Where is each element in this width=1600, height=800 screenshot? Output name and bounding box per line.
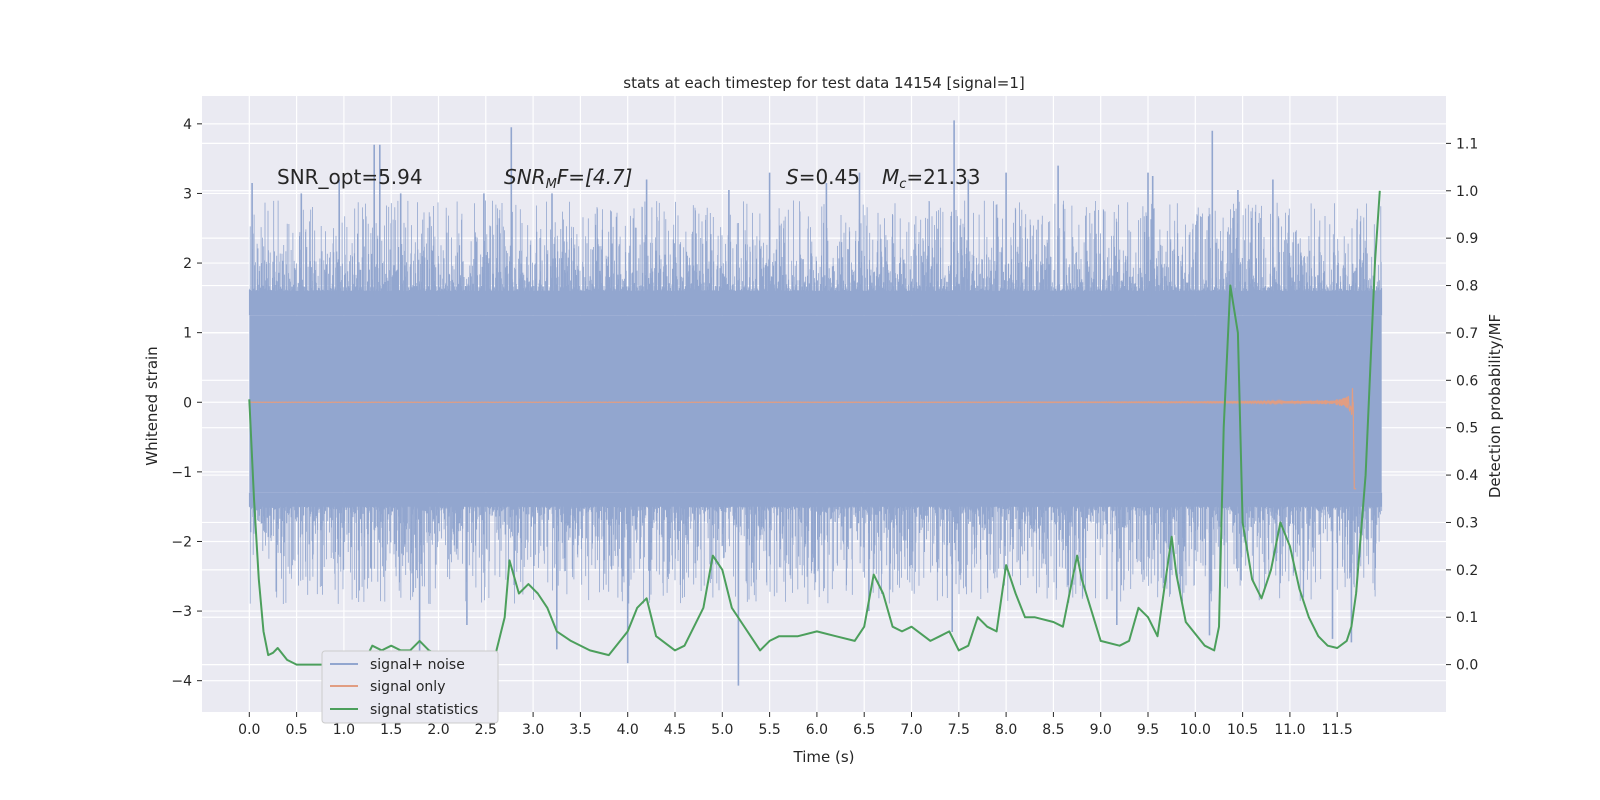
legend-label-signal-statistics: signal statistics xyxy=(370,702,478,718)
x-tick-label-12: 6.0 xyxy=(806,722,828,738)
legend-box xyxy=(321,650,499,724)
y-left-tick-label-8: 4 xyxy=(183,117,192,133)
x-tick-label-5: 2.5 xyxy=(475,722,497,738)
x-tick-label-17: 8.5 xyxy=(1042,722,1064,738)
legend-label-signal-plus-noise: signal+ noise xyxy=(370,657,465,673)
annotation-snr-mf-main: SNR xyxy=(504,165,546,189)
x-tick-label-1: 0.5 xyxy=(285,722,307,738)
y-right-tick-label-8: 0.8 xyxy=(1456,279,1478,295)
x-tick-label-8: 4.0 xyxy=(617,722,639,738)
y-left-tick-label-2: −2 xyxy=(171,534,192,550)
y-right-tick-label-11: 1.1 xyxy=(1456,136,1478,152)
series-signal-only xyxy=(249,388,1357,490)
x-tick-label-0: 0.0 xyxy=(238,722,260,738)
x-tick-label-13: 6.5 xyxy=(853,722,875,738)
x-tick-label-14: 7.0 xyxy=(900,722,922,738)
annotation-snr-mf: SNRMF=[4.7] xyxy=(504,165,632,192)
y-right-tick-label-7: 0.7 xyxy=(1456,326,1478,342)
x-tick-label-4: 2.0 xyxy=(427,722,449,738)
x-axis-label: Time (s) xyxy=(793,748,855,766)
x-tick-label-21: 10.5 xyxy=(1227,722,1258,738)
noise-peaks xyxy=(251,120,1353,686)
y-axis-label: Whitened strain xyxy=(143,346,161,465)
right-y-axis-ticks: 0.0 0.1 0.2 0.3 0.4 0.5 0.6 0.7 0.8 0.9 1.0 1.1 xyxy=(1446,136,1478,674)
annotation-s-rest: =0.45 xyxy=(799,165,860,189)
series-signal-plus-noise xyxy=(248,120,1383,686)
x-tick-label-19: 9.5 xyxy=(1137,722,1159,738)
x-tick-label-15: 7.5 xyxy=(948,722,970,738)
y-left-tick-label-4: 0 xyxy=(183,395,192,411)
y-left-tick-label-6: 2 xyxy=(183,256,192,272)
y-left-tick-label-3: −1 xyxy=(171,465,192,481)
y-right-tick-label-5: 0.5 xyxy=(1456,421,1478,437)
y-right-tick-label-0: 0.0 xyxy=(1456,658,1478,674)
y-left-tick-label-0: −4 xyxy=(171,674,192,690)
x-tick-label-18: 9.0 xyxy=(1090,722,1112,738)
chart-title: stats at each timestep for test data 141… xyxy=(623,74,1024,92)
annotation-snr-opt: SNR_opt=5.94 xyxy=(277,165,423,189)
left-y-axis-ticks: −4 −3 −2 −1 0 1 2 3 4 xyxy=(171,117,202,690)
y-right-tick-label-10: 1.0 xyxy=(1456,184,1478,200)
x-tick-label-9: 4.5 xyxy=(664,722,686,738)
legend-label-signal-only: signal only xyxy=(370,679,445,695)
x-tick-label-7: 3.5 xyxy=(569,722,591,738)
annotation-mc-main: M xyxy=(882,165,899,189)
annotations: SNR_opt=5.94 SNRMF=[4.7] S=0.45 Mc=21.33 xyxy=(277,165,980,192)
x-tick-label-2: 1.0 xyxy=(333,722,355,738)
signal-statistics-line xyxy=(248,190,1381,666)
y-right-tick-label-1: 0.1 xyxy=(1456,610,1478,626)
noise-inner-band xyxy=(249,315,1382,493)
annotation-mc: Mc=21.33 xyxy=(882,165,980,192)
y-right-tick-label-4: 0.4 xyxy=(1456,468,1478,484)
x-tick-label-10: 5.0 xyxy=(711,722,733,738)
y-axis-right-label: Detection probability/MF xyxy=(1486,314,1504,498)
annotation-s: S=0.45 xyxy=(786,165,860,189)
y-left-tick-label-7: 3 xyxy=(183,186,192,202)
x-tick-label-11: 5.5 xyxy=(758,722,780,738)
noise-envelope-strokes xyxy=(248,200,1383,604)
x-axis-ticks: 0.0 0.5 1.0 1.5 2.0 2.5 3.0 3.5 4.0 4.5 5.0 5.5 6.0 6… xyxy=(238,712,1353,738)
signal-only-line xyxy=(249,388,1357,490)
legend: signal+ noise signal only signal statist… xyxy=(321,650,499,724)
annotation-s-main: S xyxy=(786,165,799,189)
y-right-tick-label-9: 0.9 xyxy=(1456,231,1478,247)
annotation-mc-rest: =21.33 xyxy=(906,165,980,189)
series-signal-statistics xyxy=(248,190,1381,666)
x-tick-label-6: 3.0 xyxy=(522,722,544,738)
x-tick-label-3: 1.5 xyxy=(380,722,402,738)
y-right-tick-label-3: 0.3 xyxy=(1456,515,1478,531)
y-left-tick-label-5: 1 xyxy=(183,326,192,342)
annotation-snr-mf-rest: F=[4.7] xyxy=(557,165,633,189)
annotation-snr-mf-sub: M xyxy=(546,177,557,192)
annotation-mc-sub: c xyxy=(899,177,906,192)
x-tick-label-23: 11.5 xyxy=(1322,722,1353,738)
y-right-tick-label-2: 0.2 xyxy=(1456,563,1478,579)
x-tick-label-16: 8.0 xyxy=(995,722,1017,738)
x-tick-label-20: 10.0 xyxy=(1180,722,1211,738)
x-tick-label-22: 11.0 xyxy=(1274,722,1305,738)
y-right-tick-label-6: 0.6 xyxy=(1456,373,1478,389)
y-left-tick-label-1: −3 xyxy=(171,604,192,620)
